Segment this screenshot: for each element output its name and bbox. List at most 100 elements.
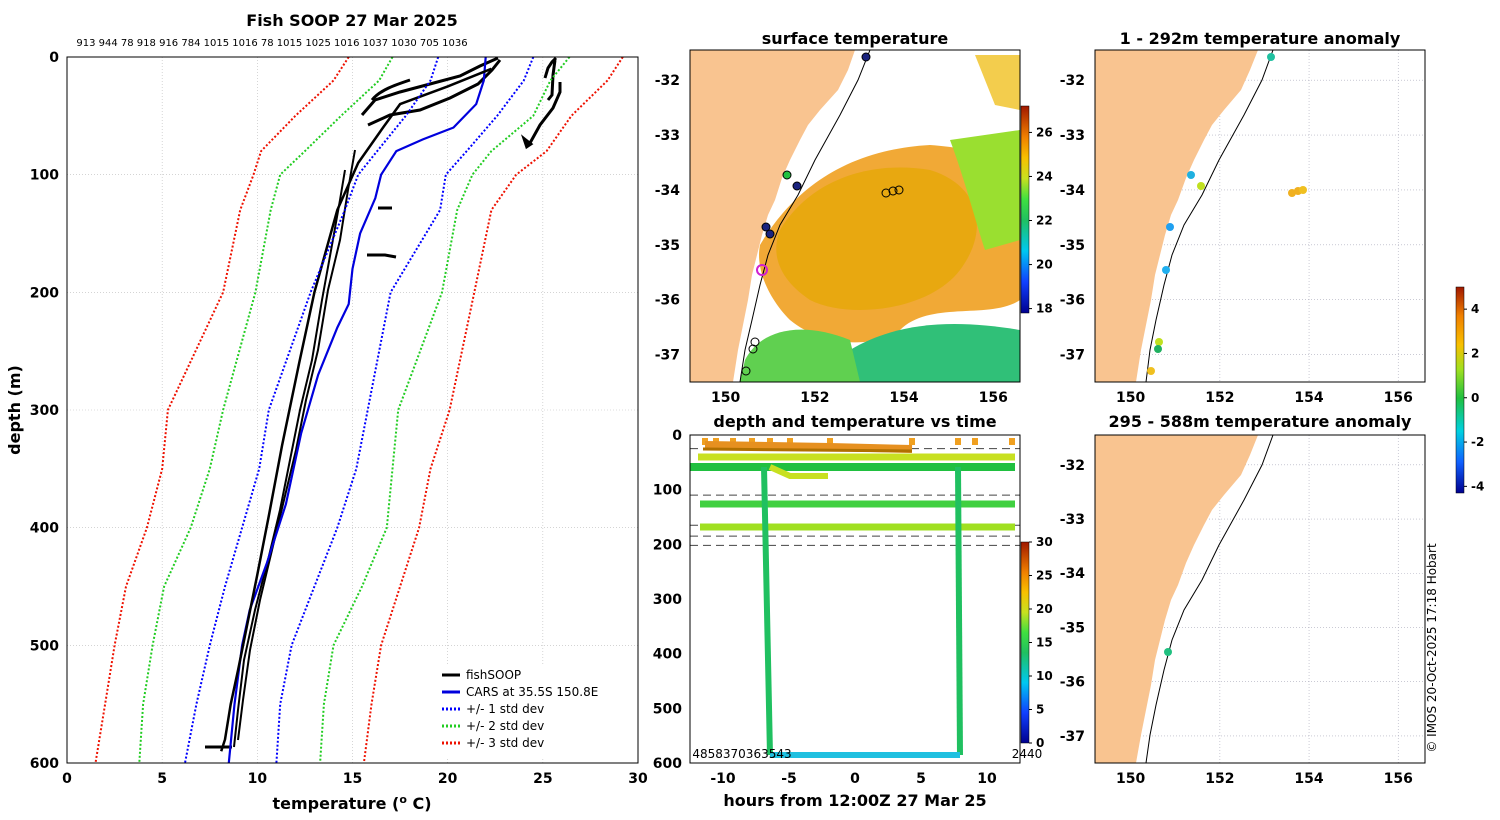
tvt-xlabel: hours from 12:00Z 27 Mar 25	[723, 791, 986, 810]
profile-xtick-label: 20	[438, 771, 458, 787]
sst-station-marker	[750, 337, 760, 347]
legend-label-cars: CARS at 35.5S 150.8E	[466, 685, 598, 699]
profile-xtick-label: 15	[343, 771, 362, 787]
legend-label-fishsoop: fishSOOP	[466, 668, 521, 682]
anom1-axes-box	[1094, 49, 1426, 383]
anom1-point	[1154, 345, 1162, 353]
map-lon-tick-label: 152	[800, 390, 829, 406]
anom1-point	[1155, 338, 1163, 346]
legend-label-std2: +/- 2 std dev	[466, 719, 544, 733]
colorbar-tick-label: 24	[1036, 169, 1053, 183]
colorbar-tick-label: 25	[1036, 569, 1053, 583]
fishsoop-trace	[370, 78, 411, 101]
colorbar-tick-label: 4	[1471, 302, 1479, 316]
profile-series--3-std-dev-high-	[362, 57, 624, 763]
tvt-tracks	[690, 438, 1015, 758]
profile-xlabel: temperature (o C)	[272, 793, 431, 813]
anom1-point	[1197, 182, 1205, 190]
map-lat-tick-label: -34	[1060, 183, 1086, 199]
map-lon-tick-label: 150	[1116, 771, 1145, 787]
map-lat-tick-label: -32	[1060, 458, 1085, 474]
legend-box	[437, 664, 619, 759]
tvt-ytick-label: 300	[653, 592, 682, 608]
fishsoop-trace	[528, 57, 562, 144]
map-lat-tick-label: -36	[1060, 675, 1085, 691]
anom2-isobath	[1145, 435, 1274, 763]
tvt-xtick-label: 0	[850, 771, 860, 787]
sst-south-band	[840, 324, 1020, 382]
tvt-colorbar	[1020, 541, 1030, 744]
sst-map-panel: surface temperature 150 152 154 156-3	[655, 29, 1053, 406]
anomaly-colorbar	[1455, 286, 1465, 494]
sst-station-marker	[861, 52, 871, 62]
anomaly-colorbar-ticks: 4 2 0 -2 -4	[1464, 302, 1484, 493]
profile-top-labels: 913 944 78 918 916 784 1015 1016 78 1015…	[76, 38, 467, 49]
map-lat-tick-label: -35	[1060, 620, 1085, 636]
tvt-panel: depth and temperature vs time -10 -5 0 5 100…	[653, 412, 1053, 810]
tvt-bottom-right-label: 2440	[1012, 747, 1043, 761]
profile-series--2-std-dev-low-	[138, 57, 394, 763]
colorbar-tick-label: 20	[1036, 602, 1053, 616]
map-lat-tick-label: -32	[655, 73, 680, 89]
sst-station-marker	[765, 229, 775, 239]
colorbar-tick-label: 22	[1036, 214, 1053, 228]
map-lon-tick-label: 154	[1294, 390, 1323, 406]
map-lat-tick-label: -35	[655, 238, 680, 254]
map-lat-tick-label: -37	[1060, 348, 1085, 364]
fishsoop-trace	[360, 57, 499, 116]
anom2-panel: 295 - 588m temperature anomaly 150 152 154…	[1060, 412, 1426, 787]
map-lat-tick-label: -34	[655, 183, 681, 199]
anom2-ticks: 150 152 154 156 -32 -33 -34 -35 -36 -37	[1060, 458, 1413, 787]
tvt-xtick-label: -10	[710, 771, 736, 787]
profile-ytick-label: 0	[49, 50, 59, 66]
tvt-ytick-label: 200	[653, 537, 682, 553]
anom1-land	[1095, 50, 1258, 382]
map-lat-tick-label: -37	[1060, 729, 1085, 745]
tvt-ytick-label: 600	[653, 756, 682, 772]
profile-xtick-label: 0	[62, 771, 72, 787]
sst-south-green	[740, 329, 860, 382]
colorbar-tick-label: -4	[1471, 479, 1484, 493]
map-lat-tick-label: -36	[655, 293, 680, 309]
tvt-track-dark	[702, 447, 913, 453]
fishsoop-blob	[520, 134, 534, 150]
profile-series--1-std-dev-high-	[275, 57, 535, 763]
profile-series-fishsoop	[220, 67, 492, 752]
legend-label-std3: +/- 3 std dev	[466, 736, 544, 750]
map-lon-tick-label: 156	[1384, 771, 1413, 787]
anom2-land	[1095, 435, 1258, 763]
profile-ytick-label: 500	[30, 638, 59, 654]
profile-ylabel: depth (m)	[5, 365, 24, 455]
map-lon-tick-label: 150	[711, 390, 740, 406]
map-lon-tick-label: 154	[889, 390, 918, 406]
sst-colorbar	[1020, 105, 1030, 314]
sst-station-marker	[792, 181, 802, 191]
sst-north-patch	[975, 55, 1020, 110]
sst-current-position-marker	[756, 264, 768, 276]
anom1-point	[1162, 266, 1170, 274]
profile-panel: Fish SOOP 27 Mar 2025 913 944 78 918 916…	[5, 11, 648, 813]
colorbar-tick-label: 5	[1036, 703, 1044, 717]
profile-series--3-std-dev-low-	[94, 57, 350, 763]
map-lon-tick-label: 154	[1294, 771, 1323, 787]
sst-axes-box	[689, 49, 1021, 383]
tvt-ytick-label: 0	[672, 428, 682, 444]
colorbar-tick-label: -2	[1471, 435, 1484, 449]
legend-label-std1: +/- 1 std dev	[466, 702, 544, 716]
tvt-track-ascent	[955, 466, 963, 756]
colorbar-tick-label: 0	[1471, 391, 1479, 405]
copyright-text: © IMOS 20-Oct-2025 17:18 Hobart	[1425, 543, 1439, 753]
sst-green-patch	[950, 130, 1020, 250]
colorbar-tick-label: 0	[1036, 736, 1044, 750]
tvt-ytick-label: 500	[653, 701, 682, 717]
map-lon-tick-label: 156	[979, 390, 1008, 406]
colorbar-tick-label: 15	[1036, 636, 1053, 650]
map-lon-tick-label: 152	[1205, 771, 1234, 787]
map-lat-tick-label: -35	[1060, 238, 1085, 254]
fishsoop-trace	[237, 149, 356, 741]
fishsoop-trace	[367, 253, 397, 259]
anom2-point	[1164, 648, 1172, 656]
sst-colorbar-ticks: 18 20 22 24 26	[1029, 125, 1053, 316]
profile-lines	[94, 57, 624, 763]
